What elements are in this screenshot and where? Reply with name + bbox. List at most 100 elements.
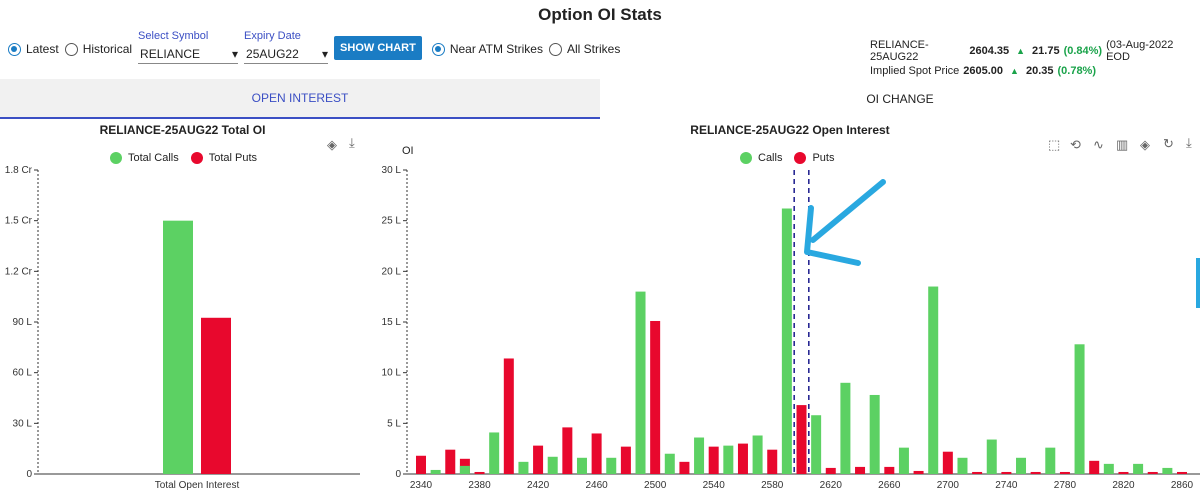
small-bar — [972, 471, 983, 474]
expiry-select[interactable]: Expiry Date 25AUG22 ▾ — [244, 30, 329, 64]
calls-bar — [957, 457, 968, 474]
calls-bar — [752, 435, 763, 474]
calls-legend-dot — [740, 152, 752, 164]
x-tick-label: 2460 — [585, 480, 608, 490]
x-tick-label: 2740 — [995, 480, 1018, 490]
scroll-edge-marker — [1196, 258, 1200, 308]
calls-bar — [430, 469, 441, 474]
small-bar — [1118, 471, 1129, 474]
tab-oi-change[interactable]: OI CHANGE — [866, 92, 934, 106]
right-chart-title: RELIANCE-25AUG22 Open Interest — [690, 123, 890, 137]
bar-chart-icon[interactable]: ▥ — [1116, 137, 1129, 152]
expiry-dropdown[interactable]: 25AUG22 ▾ — [244, 44, 329, 64]
small-bar — [1177, 471, 1187, 474]
controls-bar: Latest Historical Select Symbol RELIANCE… — [8, 26, 626, 64]
calls-bar — [576, 457, 587, 474]
contract-price: 2604.35 — [969, 45, 1010, 57]
mode-latest-radio[interactable]: Latest — [8, 42, 59, 64]
up-arrow-icon: ▲ — [1016, 46, 1026, 56]
y-tick-label: 5 L — [387, 418, 401, 429]
y-tick-label: 10 L — [382, 368, 402, 379]
line-chart-icon[interactable]: ∿ — [1093, 137, 1104, 152]
page-title: Option OI Stats — [538, 5, 662, 24]
calls-bar — [547, 456, 558, 474]
calls-bar — [898, 447, 909, 474]
quote-panel: RELIANCE-25AUG22 2604.35 ▲ 21.75 (0.84%)… — [870, 39, 1190, 81]
x-tick-label: 2700 — [937, 480, 960, 490]
contract-change-pct: (0.84%) — [1063, 45, 1103, 57]
x-tick-label: 2620 — [820, 480, 843, 490]
symbol-dropdown[interactable]: RELIANCE ▾ — [138, 44, 239, 64]
puts-bar — [416, 455, 426, 474]
calls-bar — [459, 465, 470, 474]
symbol-label: Select Symbol — [138, 30, 209, 42]
puts-bar — [562, 427, 573, 474]
zoom-area-icon[interactable]: ⬚ — [1048, 137, 1061, 152]
mode-historical-label: Historical — [82, 42, 133, 56]
download-icon[interactable]: ⤓ — [349, 135, 355, 150]
left-chart-canvas: 0 30 L 60 L 90 L 1.2 Cr 1.5 Cr 1.8 Cr Total Ope… — [5, 165, 360, 490]
calls-bar — [986, 439, 997, 474]
near-atm-radio[interactable]: Near ATM Strikes — [431, 42, 543, 64]
mode-historical-radio[interactable]: Historical — [64, 42, 133, 64]
spot-change-pct: (0.78%) — [1057, 65, 1097, 77]
quote-date: (03-Aug-2022 EOD — [1106, 39, 1174, 63]
show-chart-button[interactable]: SHOW CHART — [334, 36, 422, 60]
puts-bar — [825, 467, 836, 474]
x-tick-label: 2420 — [527, 480, 550, 490]
puts-bar — [591, 433, 602, 474]
puts-bar — [796, 405, 807, 474]
mode-latest-label: Latest — [26, 42, 59, 56]
spot-price: 2605.00 — [963, 65, 1004, 77]
radio-empty-icon[interactable] — [548, 42, 562, 56]
x-tick-label: 2380 — [468, 480, 491, 490]
puts-bar — [913, 470, 924, 474]
all-strikes-label: All Strikes — [566, 42, 621, 56]
layers-icon[interactable]: ◈ — [1140, 137, 1150, 152]
y-tick-label: 0 — [26, 469, 32, 480]
left-legend-puts[interactable]: Total Puts — [208, 152, 258, 164]
puts-legend-dot — [794, 152, 807, 164]
right-legend-puts[interactable]: Puts — [812, 152, 835, 164]
calls-bar — [664, 453, 675, 474]
puts-bar — [503, 358, 514, 474]
left-legend-calls[interactable]: Total Calls — [128, 152, 179, 164]
right-legend-calls[interactable]: Calls — [758, 152, 783, 164]
zoom-reset-icon[interactable]: ⟲ — [1070, 137, 1081, 152]
x-tick-label: 2860 — [1171, 480, 1194, 490]
y-tick-label: 25 L — [382, 216, 402, 227]
x-category-label: Total Open Interest — [155, 480, 240, 490]
right-chart-canvas: 0 5 L 10 L 15 L 20 L 25 L 30 L 2340 2380 2420 2460… — [382, 165, 1200, 490]
x-tick-label: 2660 — [878, 480, 901, 490]
layers-icon[interactable]: ◈ — [327, 137, 337, 152]
x-tick-label: 2500 — [644, 480, 667, 490]
puts-bar — [1089, 460, 1100, 474]
up-arrow-icon: ▲ — [1010, 66, 1019, 76]
y-tick-label: 20 L — [382, 266, 402, 277]
calls-bar — [1133, 463, 1144, 474]
total-calls-bar — [163, 220, 193, 474]
symbol-select[interactable]: Select Symbol RELIANCE ▾ — [138, 30, 239, 64]
x-tick-label: 2540 — [703, 480, 726, 490]
small-bar — [474, 471, 485, 474]
puts-bar — [708, 446, 719, 474]
puts-bar — [942, 451, 953, 474]
puts-bar — [855, 466, 866, 474]
small-bar — [1059, 471, 1070, 474]
calls-bar — [840, 382, 851, 474]
radio-selected-icon[interactable] — [8, 42, 21, 56]
y-tick-label: 15 L — [382, 317, 402, 328]
all-strikes-radio[interactable]: All Strikes — [548, 42, 621, 64]
tab-open-interest[interactable]: OPEN INTEREST — [0, 79, 600, 119]
radio-empty-icon[interactable] — [64, 42, 78, 56]
spot-label: Implied Spot Price — [870, 65, 960, 77]
chevron-down-icon: ▾ — [322, 46, 329, 61]
calls-bar — [1016, 457, 1027, 474]
download-icon[interactable]: ⤓ — [1186, 135, 1192, 150]
right-chart-legend: Calls Puts — [740, 152, 834, 164]
total-puts-bar — [201, 317, 231, 474]
radio-selected-icon[interactable] — [431, 42, 445, 56]
y-tick-label: 30 L — [13, 418, 33, 429]
puts-bar — [445, 449, 456, 474]
refresh-icon[interactable]: ↻ — [1163, 136, 1174, 151]
